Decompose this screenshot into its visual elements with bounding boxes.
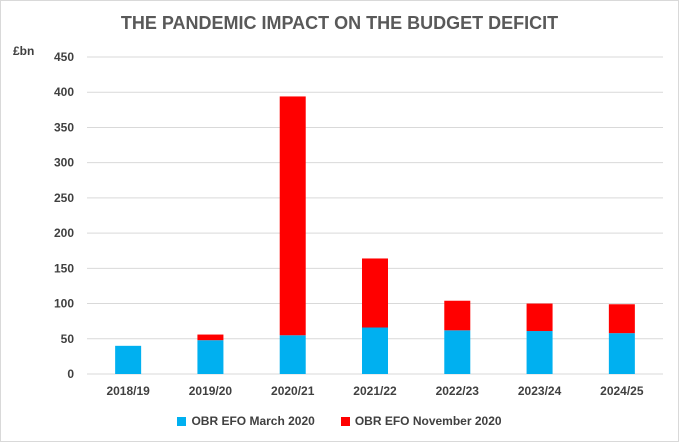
legend-label-march: OBR EFO March 2020 xyxy=(191,414,315,428)
bar-march-2020 xyxy=(197,340,224,374)
y-tick-label: 400 xyxy=(54,85,74,99)
y-tick-label: 200 xyxy=(54,226,74,240)
chart-legend: OBR EFO March 2020 OBR EFO November 2020 xyxy=(1,414,678,428)
x-tick-label: 2024/25 xyxy=(600,384,644,398)
x-tick-label: 2023/24 xyxy=(518,384,562,398)
y-axis-unit-label: £bn xyxy=(13,44,35,58)
bar-march-2020 xyxy=(444,330,471,374)
chart-title: THE PANDEMIC IMPACT ON THE BUDGET DEFICI… xyxy=(120,13,559,33)
x-tick-label: 2018/19 xyxy=(106,384,150,398)
x-tick-label: 2019/20 xyxy=(189,384,233,398)
legend-swatch-november xyxy=(340,416,350,426)
bar-november-2020 xyxy=(608,304,635,334)
legend-item-march: OBR EFO March 2020 xyxy=(177,414,315,428)
bar-november-2020 xyxy=(362,258,388,328)
bar-march-2020 xyxy=(279,335,306,374)
y-tick-label: 0 xyxy=(67,367,74,381)
bar-november-2020 xyxy=(197,334,224,341)
bar-march-2020 xyxy=(526,331,553,374)
y-tick-label: 100 xyxy=(54,297,74,311)
y-tick-label: 50 xyxy=(61,332,75,346)
y-tick-label: 300 xyxy=(54,156,74,170)
y-tick-label: 150 xyxy=(54,261,74,275)
bar-november-2020 xyxy=(526,303,553,332)
x-tick-label: 2020/21 xyxy=(271,384,315,398)
x-tick-label: 2022/23 xyxy=(436,384,480,398)
bar-november-2020 xyxy=(279,96,306,336)
legend-swatch-march xyxy=(177,416,187,426)
bar-march-2020 xyxy=(115,345,142,374)
y-tick-label: 450 xyxy=(54,50,74,64)
y-tick-label: 250 xyxy=(54,191,74,205)
legend-item-november: OBR EFO November 2020 xyxy=(340,414,502,428)
y-tick-label: 350 xyxy=(54,120,74,134)
legend-label-november: OBR EFO November 2020 xyxy=(354,414,502,428)
bar-march-2020 xyxy=(608,333,635,374)
x-tick-label: 2021/22 xyxy=(353,384,397,398)
bar-november-2020 xyxy=(444,300,471,331)
bar-march-2020 xyxy=(362,327,388,374)
